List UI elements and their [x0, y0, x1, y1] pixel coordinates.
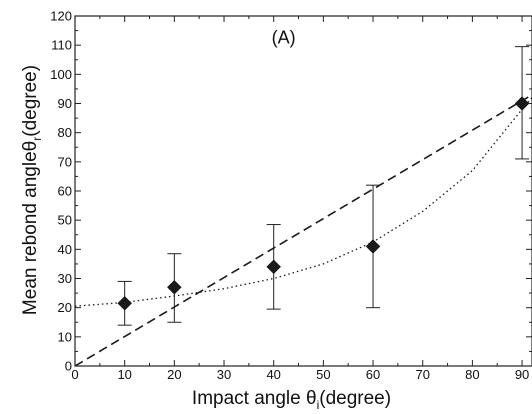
y-tick-label: 110 [51, 38, 72, 53]
y-axis-title: Mean rebond angleθr(degree) [20, 65, 44, 315]
y-tick-label: 50 [58, 213, 72, 228]
y-tick-label: 60 [58, 184, 72, 199]
x-tick-label: 60 [366, 367, 380, 382]
x-axis-title-subscript: i [317, 398, 320, 412]
x-tick-label: 70 [415, 367, 429, 382]
data-point-diamond [117, 295, 133, 311]
y-tick-label: 100 [50, 67, 72, 82]
y-axis-title-main: Mean rebond angle [20, 151, 41, 315]
data-point-diamond [166, 279, 182, 295]
y-tick-label: 40 [58, 242, 72, 257]
x-tick-label: 50 [316, 367, 330, 382]
y-axis-title-unit: (degree) [20, 65, 41, 137]
x-tick-label: 90 [515, 367, 529, 382]
x-tick-label: 80 [465, 367, 479, 382]
y-tick-label: 80 [58, 125, 72, 140]
x-tick-label: 30 [217, 367, 231, 382]
y-tick-label: 90 [58, 96, 72, 111]
x-axis-title-unit: (degree) [319, 388, 391, 409]
data-point-diamond [514, 96, 530, 111]
y-tick-label: 30 [58, 271, 72, 286]
y-tick-label: 120 [50, 9, 72, 24]
dashed-fit-line [75, 94, 532, 366]
y-tick-label: 20 [58, 300, 72, 315]
panel-label: (A) [272, 28, 296, 48]
y-tick-label: 0 [65, 359, 72, 374]
x-tick-label: 0 [71, 367, 78, 382]
x-axis-title: Impact angle θi(degree) [192, 388, 391, 412]
x-axis-title-main: Impact angle [192, 388, 306, 409]
x-tick-label: 20 [167, 367, 181, 382]
x-tick-label: 40 [266, 367, 280, 382]
dotted-fit-line [75, 97, 532, 307]
data-point-diamond [266, 259, 282, 275]
y-axis-title-subscript: r [30, 137, 44, 141]
y-axis-title-symbol: θ [20, 141, 41, 152]
y-tick-label: 70 [58, 154, 72, 169]
x-tick-label: 10 [117, 367, 131, 382]
data-point-diamond [365, 239, 381, 254]
plot-frame [74, 15, 532, 367]
y-tick-label: 10 [58, 329, 72, 344]
x-axis-title-symbol: θ [306, 388, 317, 409]
